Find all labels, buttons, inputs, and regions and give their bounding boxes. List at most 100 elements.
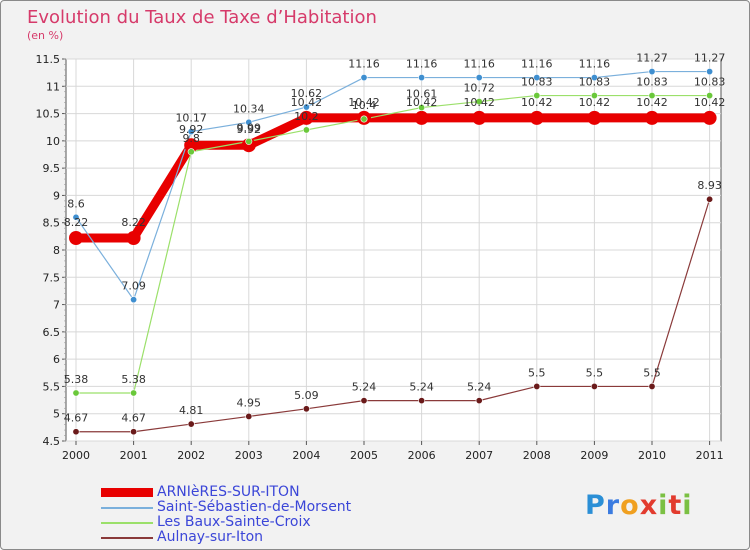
- x-tick-label: 2008: [523, 449, 551, 462]
- y-tick-label: 6: [53, 353, 60, 366]
- data-label: 11.27: [636, 52, 668, 65]
- data-label: 4.67: [64, 412, 89, 425]
- data-point: [648, 92, 656, 100]
- data-label: 10.17: [175, 112, 207, 125]
- data-label: 10.4: [352, 99, 377, 112]
- series-line-1: [75, 70, 710, 301]
- data-point: [302, 405, 310, 413]
- y-tick-label: 8.5: [43, 217, 61, 230]
- data-point: [533, 74, 541, 82]
- data-label: 10.62: [291, 87, 323, 100]
- legend-swatch: [101, 506, 153, 509]
- logo-letter: x: [639, 490, 659, 521]
- series-line-2: [76, 94, 710, 394]
- legend: ARNIèRES-SUR-ITON Saint-Sébastien-de-Mors…: [101, 485, 351, 545]
- y-tick-label: 8: [53, 244, 60, 257]
- logo-letter: o: [620, 490, 640, 521]
- y-tick-label: 9: [53, 189, 60, 202]
- data-point: [360, 397, 368, 405]
- y-tick-label: 11.5: [36, 53, 61, 66]
- data-point: [414, 110, 429, 125]
- data-point: [69, 230, 83, 245]
- data-point: [126, 230, 141, 245]
- data-label: 9.99: [237, 121, 262, 134]
- y-tick-label: 11: [46, 80, 60, 93]
- data-label: 8.22: [121, 216, 146, 229]
- x-tick-label: 2006: [408, 449, 436, 462]
- unit-label: (en %): [27, 29, 64, 42]
- data-point: [590, 382, 598, 390]
- x-tick-label: 2002: [177, 449, 205, 462]
- data-point: [702, 110, 717, 125]
- data-label: 5.24: [352, 381, 377, 394]
- logo-letter: P: [585, 490, 606, 521]
- y-tick-label: 7: [53, 299, 60, 312]
- y-tick-label: 10.5: [36, 108, 61, 121]
- data-label: 11.16: [463, 58, 495, 71]
- data-point: [533, 92, 541, 100]
- data-label: 8.93: [697, 179, 722, 192]
- data-label: 5.5: [643, 366, 661, 379]
- data-point: [245, 137, 253, 145]
- data-point: [360, 115, 368, 123]
- data-label: 5.24: [467, 381, 492, 394]
- data-label: 5.24: [409, 381, 434, 394]
- y-tick-label: 4.5: [43, 435, 61, 448]
- data-point: [706, 92, 714, 100]
- data-label: 5.5: [528, 366, 546, 379]
- data-point: [648, 68, 656, 76]
- legend-item: ARNIèRES-SUR-ITON: [101, 485, 351, 500]
- data-label: 10.42: [521, 96, 553, 109]
- legend-item: Saint-Sébastien-de-Morsent: [101, 500, 351, 515]
- data-label: 11.16: [521, 58, 553, 71]
- y-tick-label: 6.5: [43, 326, 61, 339]
- data-point: [360, 74, 368, 82]
- proxiti-logo: Proxiti: [585, 490, 693, 521]
- data-point: [587, 110, 602, 125]
- data-point: [475, 98, 483, 106]
- data-label: 10.83: [694, 76, 726, 89]
- data-label: 11.16: [348, 58, 380, 71]
- data-label: 4.95: [237, 396, 262, 409]
- data-label: 5.38: [121, 373, 146, 386]
- data-label: 10.42: [406, 96, 438, 109]
- data-label: 10.42: [579, 96, 611, 109]
- data-point: [241, 138, 256, 153]
- y-tick-label: 10: [46, 135, 60, 148]
- series-line-3: [76, 199, 711, 433]
- data-point: [130, 389, 138, 397]
- data-label: 7.09: [121, 280, 146, 293]
- logo-letter: i: [682, 490, 693, 521]
- data-label: 10.34: [233, 102, 265, 115]
- data-point: [245, 412, 253, 420]
- data-label: 11.16: [579, 58, 611, 71]
- legend-swatch: [101, 536, 153, 539]
- x-tick-label: 2009: [580, 449, 608, 462]
- data-label: 4.81: [179, 404, 204, 417]
- data-label: 5.09: [294, 389, 319, 402]
- data-point: [184, 138, 199, 153]
- y-tick-label: 7.5: [43, 271, 61, 284]
- chart-title: Evolution du Taux de Taxe d’Habitation: [27, 7, 377, 28]
- x-tick-label: 2010: [638, 449, 666, 462]
- legend-item: Les Baux-Sainte-Croix: [101, 515, 351, 530]
- data-label: 8.6: [67, 197, 85, 210]
- y-tick-label: 5.5: [43, 380, 61, 393]
- data-label: 4.67: [121, 412, 146, 425]
- data-label: 9.92: [237, 123, 262, 136]
- data-label: 10.2: [294, 110, 319, 123]
- logo-letter: r: [605, 490, 621, 521]
- legend-item: Aulnay-sur-Iton: [101, 530, 351, 545]
- x-tick-label: 2000: [62, 449, 90, 462]
- x-tick-label: 2003: [235, 449, 263, 462]
- data-point: [475, 74, 483, 82]
- data-point: [418, 104, 426, 112]
- x-tick-label: 2004: [292, 449, 320, 462]
- data-label: 10.42: [636, 96, 668, 109]
- data-point: [590, 92, 598, 100]
- data-label: 10.72: [463, 82, 495, 95]
- data-point: [590, 74, 598, 82]
- data-label: 5.38: [64, 373, 89, 386]
